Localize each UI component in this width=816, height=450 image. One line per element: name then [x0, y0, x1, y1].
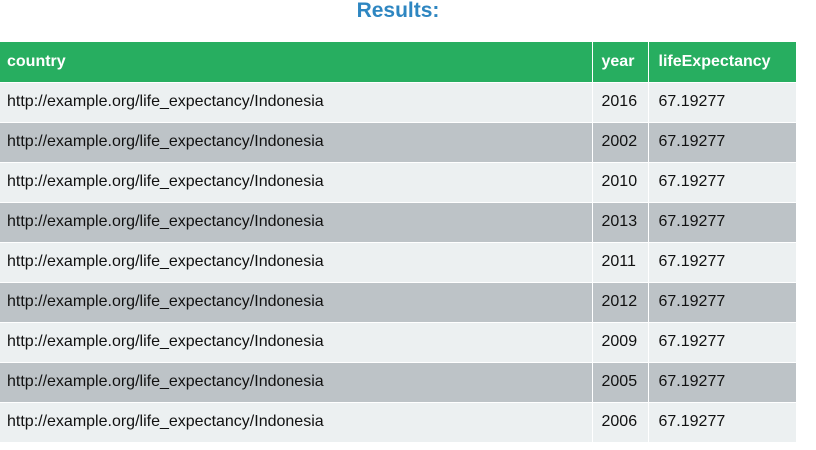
cell-life-expectancy: 67.19277 [648, 241, 796, 282]
cell-year: 2009 [592, 321, 649, 362]
results-table: country year lifeExpectancy http://examp… [0, 42, 796, 442]
table-row: http://example.org/life_expectancy/Indon… [0, 241, 796, 282]
cell-year: 2013 [592, 201, 649, 242]
cell-country: http://example.org/life_expectancy/Indon… [0, 161, 593, 202]
cell-life-expectancy: 67.19277 [648, 201, 796, 242]
table-row: http://example.org/life_expectancy/Indon… [0, 81, 796, 122]
cell-year: 2006 [592, 401, 649, 442]
cell-country: http://example.org/life_expectancy/Indon… [0, 121, 593, 162]
cell-life-expectancy: 67.19277 [648, 121, 796, 162]
cell-year: 2002 [592, 121, 649, 162]
cell-country: http://example.org/life_expectancy/Indon… [0, 201, 593, 242]
table-row: http://example.org/life_expectancy/Indon… [0, 161, 796, 202]
cell-life-expectancy: 67.19277 [648, 361, 796, 402]
cell-year: 2012 [592, 281, 649, 322]
table-row: http://example.org/life_expectancy/Indon… [0, 121, 796, 162]
cell-country: http://example.org/life_expectancy/Indon… [0, 281, 593, 322]
results-title: Results: [356, 0, 440, 22]
cell-country: http://example.org/life_expectancy/Indon… [0, 361, 593, 402]
table-row: http://example.org/life_expectancy/Indon… [0, 281, 796, 322]
column-header-life-expectancy: lifeExpectancy [648, 42, 796, 82]
table-row: http://example.org/life_expectancy/Indon… [0, 401, 796, 442]
table-header-row: country year lifeExpectancy [0, 42, 796, 82]
table-row: http://example.org/life_expectancy/Indon… [0, 361, 796, 402]
column-header-year: year [592, 42, 649, 82]
cell-year: 2005 [592, 361, 649, 402]
cell-country: http://example.org/life_expectancy/Indon… [0, 321, 593, 362]
cell-life-expectancy: 67.19277 [648, 281, 796, 322]
table-row: http://example.org/life_expectancy/Indon… [0, 201, 796, 242]
cell-life-expectancy: 67.19277 [648, 81, 796, 122]
cell-year: 2011 [592, 241, 649, 282]
cell-country: http://example.org/life_expectancy/Indon… [0, 401, 593, 442]
cell-life-expectancy: 67.19277 [648, 321, 796, 362]
cell-year: 2016 [592, 81, 649, 122]
cell-country: http://example.org/life_expectancy/Indon… [0, 81, 593, 122]
cell-life-expectancy: 67.19277 [648, 161, 796, 202]
cell-country: http://example.org/life_expectancy/Indon… [0, 241, 593, 282]
cell-year: 2010 [592, 161, 649, 202]
column-header-country: country [0, 42, 593, 82]
cell-life-expectancy: 67.19277 [648, 401, 796, 442]
table-row: http://example.org/life_expectancy/Indon… [0, 321, 796, 362]
